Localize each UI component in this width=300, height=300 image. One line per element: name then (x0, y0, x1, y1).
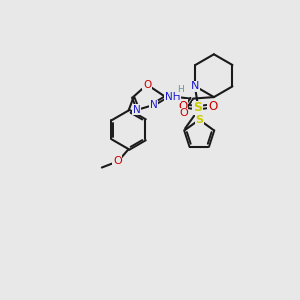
Text: N: N (133, 105, 140, 115)
Text: O: O (179, 108, 188, 118)
Text: O: O (208, 100, 217, 113)
Text: N: N (150, 100, 158, 110)
Text: S: S (195, 115, 203, 125)
Text: O: O (178, 100, 188, 113)
Text: O: O (113, 156, 122, 166)
Text: N: N (191, 81, 200, 92)
Text: H: H (177, 85, 184, 94)
Text: NH: NH (164, 92, 180, 102)
Text: O: O (143, 80, 151, 90)
Text: S: S (193, 101, 202, 114)
